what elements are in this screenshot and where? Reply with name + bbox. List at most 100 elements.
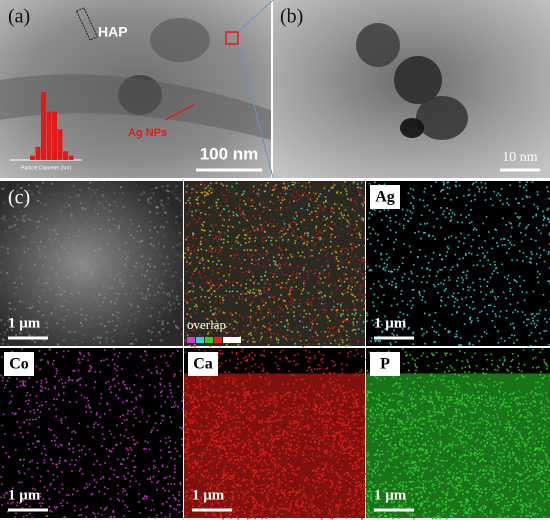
map-dot	[434, 238, 437, 240]
texture	[103, 181, 106, 184]
map-dot	[249, 331, 252, 334]
map-dot	[287, 238, 290, 241]
map-dot	[491, 310, 494, 313]
map-dot	[345, 318, 348, 321]
texture	[132, 250, 135, 253]
map-dot	[309, 313, 312, 316]
texture	[149, 196, 152, 199]
map-dot	[303, 234, 306, 237]
map-dot	[512, 311, 514, 314]
map-dot	[227, 391, 229, 393]
map-dot	[442, 213, 444, 215]
map-dot	[62, 399, 65, 401]
map-dot	[337, 421, 340, 424]
map-dot	[361, 497, 364, 500]
map-dot	[220, 447, 223, 450]
map-dot	[199, 285, 202, 288]
map-dot	[353, 228, 356, 231]
map-dot	[260, 292, 263, 295]
map-dot	[258, 433, 261, 436]
map-dot	[218, 425, 220, 428]
map-dot	[298, 446, 301, 448]
texture	[105, 292, 108, 295]
map-dot	[288, 454, 290, 456]
map-dot	[103, 438, 106, 440]
map-dot	[317, 496, 320, 498]
map-dot	[187, 385, 189, 388]
map-dot	[282, 196, 284, 199]
texture	[37, 200, 40, 203]
map-dot	[325, 200, 327, 202]
map-dot	[245, 242, 247, 244]
map-dot	[500, 188, 503, 190]
texture	[6, 247, 9, 250]
map-dot	[430, 185, 433, 188]
map-dot	[426, 204, 429, 207]
map-dot	[163, 385, 166, 388]
map-dot	[189, 453, 192, 456]
map-dot	[330, 293, 332, 296]
map-dot	[1, 483, 3, 486]
map-dot	[314, 474, 317, 476]
texture	[132, 287, 135, 290]
map-dot	[337, 280, 340, 282]
map-dot	[351, 286, 354, 288]
map-dot	[320, 359, 322, 361]
map-dot	[345, 440, 348, 442]
map-dot	[322, 411, 325, 413]
map-dot	[64, 516, 66, 518]
texture	[180, 333, 183, 336]
map-dot	[206, 448, 209, 451]
map-dot	[355, 202, 358, 205]
map-dot	[354, 282, 357, 285]
map-dot	[294, 394, 297, 396]
map-dot	[24, 385, 26, 387]
map-dot	[143, 495, 146, 497]
map-dot	[191, 420, 194, 423]
map-dot	[470, 321, 472, 324]
map-dot	[358, 411, 360, 413]
map-dot	[481, 246, 484, 249]
map-dot	[250, 441, 253, 443]
map-dot	[190, 276, 193, 279]
map-dot	[344, 399, 347, 402]
map-dot	[276, 438, 278, 441]
map-dot	[454, 184, 457, 187]
texture	[98, 201, 101, 204]
texture	[69, 331, 72, 334]
map-dot	[478, 234, 480, 237]
map-dot	[358, 460, 360, 462]
map-dot	[272, 202, 274, 205]
map-dot	[323, 248, 326, 251]
map-dot	[293, 306, 295, 308]
map-dot	[237, 497, 240, 499]
map-dot	[143, 447, 145, 450]
map-dot	[93, 386, 96, 389]
texture	[115, 324, 118, 327]
map-dot	[174, 441, 177, 444]
map-dot	[298, 440, 300, 443]
map-dot	[32, 418, 34, 421]
texture	[31, 193, 34, 196]
map-dot	[223, 219, 225, 221]
texture	[43, 289, 46, 292]
map-dot	[115, 369, 118, 372]
map-dot	[190, 192, 193, 194]
map-dot	[290, 226, 292, 229]
map-dot	[48, 505, 50, 508]
map-dot	[442, 283, 445, 285]
map-dot	[247, 404, 250, 406]
map-dot	[296, 237, 298, 240]
map-dot	[52, 473, 55, 476]
map-dot	[393, 268, 396, 271]
map-dot	[108, 430, 111, 432]
map-dot	[18, 472, 21, 474]
texture	[37, 300, 40, 303]
map-dot	[207, 282, 210, 284]
map-dot	[132, 460, 134, 462]
map-dot	[279, 247, 281, 250]
map-dot	[309, 384, 312, 387]
map-dot	[361, 505, 364, 508]
map-dot	[258, 421, 260, 424]
texture	[128, 308, 131, 311]
